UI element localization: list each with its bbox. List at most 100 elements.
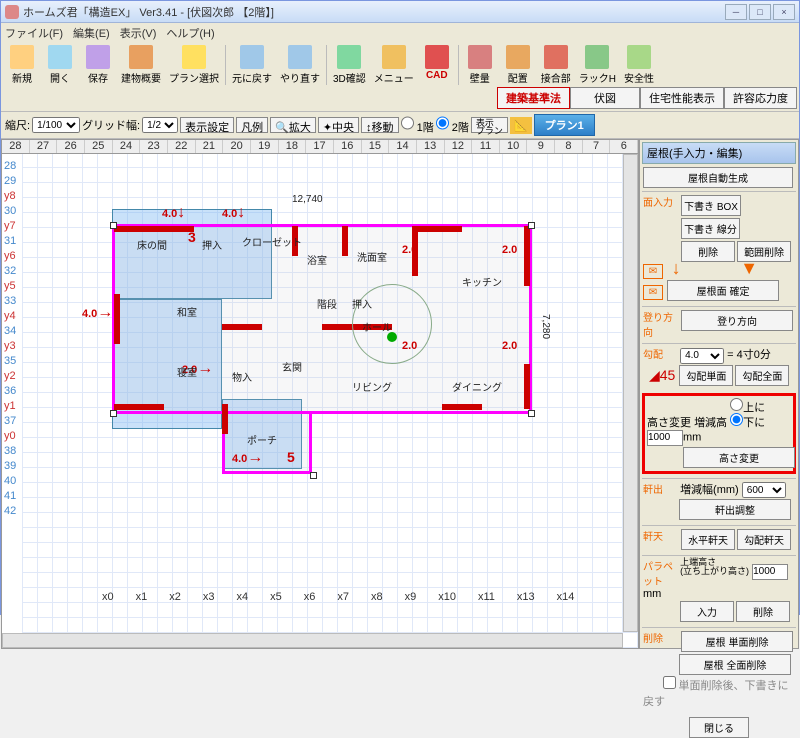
zoom-button[interactable]: 🔍拡大 (270, 117, 316, 133)
soffit-label: 軒天 (643, 528, 677, 543)
toolbar-元に戻す[interactable]: 元に戻す (228, 43, 276, 87)
red-dim: 2.0 (502, 340, 517, 352)
toolbar-プラン選択[interactable]: プラン選択 (165, 43, 223, 87)
room-label: 押入 (202, 237, 222, 252)
room-label: クローゼット (242, 234, 302, 249)
node[interactable] (528, 222, 535, 229)
arrow-down-icon: ▼ (739, 263, 759, 273)
height-input[interactable] (647, 430, 683, 446)
node[interactable] (110, 222, 117, 229)
toolbar-建物概要[interactable]: 建物概要 (117, 43, 165, 87)
room-label: 物入 (232, 369, 252, 384)
toolbar-壁量[interactable]: 壁量 (461, 43, 499, 87)
drawing-canvas[interactable]: 2827262524232221201918171615141312111098… (1, 139, 639, 649)
height-label: 高さ変更 (647, 417, 691, 429)
eave-select[interactable]: 600 (742, 482, 786, 498)
tab-伏図[interactable]: 伏図 (570, 87, 640, 109)
delete-button[interactable]: 削除 (681, 241, 735, 262)
eave-adjust-button[interactable]: 軒出調整 (679, 499, 791, 520)
grid-select[interactable]: 1/2 (142, 117, 178, 133)
down-radio[interactable]: 下に (730, 417, 765, 429)
maximize-button[interactable]: □ (749, 4, 771, 20)
parapet-input-button[interactable]: 入力 (680, 601, 734, 622)
menu-edit[interactable]: 編集(E) (73, 25, 110, 39)
slope-all-button[interactable]: 勾配全面 (735, 365, 789, 386)
parapet-input[interactable] (752, 564, 788, 580)
display-settings-button[interactable]: 表示設定 (180, 117, 234, 133)
display-plan-button[interactable]: 表示プラン (471, 117, 508, 133)
red-dim: 2.0 (502, 244, 517, 256)
toolbar-安全性[interactable]: 安全性 (620, 43, 658, 87)
slope-single-button[interactable]: 勾配単面 (679, 365, 733, 386)
height-change-button[interactable]: 高さ変更 (683, 447, 795, 468)
red-dim: 2.0 (402, 244, 417, 256)
draft-line-button[interactable]: 下書き 線分 (681, 218, 740, 239)
room-label: ホール (362, 319, 392, 334)
toolbar-配置[interactable]: 配置 (499, 43, 537, 87)
parapet-delete-button[interactable]: 削除 (736, 601, 790, 622)
red-dim: 4.0→ (82, 304, 113, 322)
roof-all-delete-button[interactable]: 屋根 全面削除 (679, 654, 791, 675)
floor2-radio[interactable]: 2階 (436, 115, 469, 135)
menu-help[interactable]: ヘルプ(H) (166, 25, 214, 39)
roof-single-delete-button[interactable]: 屋根 単面削除 (681, 631, 793, 652)
revert-checkbox[interactable]: 単面削除後、下書きに戻す (643, 681, 789, 707)
options-bar: 縮尺: 1/100 グリッド幅: 1/2 表示設定 凡例 🔍拡大 ✦中央 ↕移動… (1, 112, 799, 139)
menu-view[interactable]: 表示(V) (120, 25, 157, 39)
toolbar-ラックH[interactable]: ラックH (575, 43, 620, 87)
toolbar-メニュー[interactable]: メニュー (370, 43, 418, 87)
minimize-button[interactable]: ─ (725, 4, 747, 20)
height-section-highlight: 高さ変更 増減高 上に 下に mm 高さ変更 (642, 393, 796, 474)
roof-confirm-button[interactable]: 屋根面 確定 (667, 280, 779, 301)
wall (342, 226, 348, 256)
grid-label: グリッド幅: (82, 117, 140, 133)
toolbar-新規[interactable]: 新規 (3, 43, 41, 87)
draft-box-button[interactable]: 下書き BOX (681, 195, 741, 216)
ruler-horizontal: 2827262524232221201918171615141312111098… (2, 140, 638, 154)
toolbar-開く[interactable]: 開く (41, 43, 79, 87)
scale-select[interactable]: 1/100 (32, 117, 80, 133)
close-panel-button[interactable]: 閉じる (689, 717, 749, 738)
wall (524, 226, 530, 286)
close-button[interactable]: × (773, 4, 795, 20)
menu-file[interactable]: ファイル(F) (5, 25, 63, 39)
toolbar: 新規開く保存建物概要プラン選択元に戻すやり直す3D確認メニューCAD壁量配置接合… (1, 41, 799, 112)
envelope-open-icon: ✉ (643, 264, 663, 279)
toolbar-3D確認[interactable]: 3D確認 (329, 43, 370, 87)
toolbar-保存[interactable]: 保存 (79, 43, 117, 87)
red-dim: 3 (188, 229, 196, 245)
wall (114, 404, 164, 410)
tab-住宅性能表示[interactable]: 住宅性能表示 (640, 87, 724, 109)
floor-plan[interactable]: 12,740 7,280 4.0↓ 4.0↓ 4.0→ 3 2.0 2.0 2.… (92, 204, 532, 464)
room-label: 和室 (177, 304, 197, 319)
scrollbar-v[interactable] (623, 154, 638, 632)
toolbar-接合部[interactable]: 接合部 (537, 43, 575, 87)
room-label: 押入 (352, 296, 372, 311)
climb-direction-button[interactable]: 登り方向 (681, 310, 793, 331)
legend-button[interactable]: 凡例 (236, 117, 268, 133)
auto-roof-button[interactable]: 屋根自動生成 (643, 167, 793, 188)
node[interactable] (110, 410, 117, 417)
node[interactable] (528, 410, 535, 417)
tab-許容応力度[interactable]: 許容応力度 (724, 87, 797, 109)
move-button[interactable]: ↕移動 (361, 117, 399, 133)
center-button[interactable]: ✦中央 (318, 117, 359, 133)
eave-width-label: 増減幅(mm) (680, 484, 739, 496)
toolbar-CAD[interactable]: CAD (418, 43, 456, 87)
scrollbar-h[interactable] (2, 633, 623, 648)
slope-text: = 4寸0分 (727, 349, 771, 361)
horizontal-soffit-button[interactable]: 水平軒天 (681, 529, 735, 550)
room-label: 浴室 (307, 252, 327, 267)
floor1-radio[interactable]: 1階 (401, 115, 434, 135)
tab-建築基準法[interactable]: 建築基準法 (497, 87, 570, 109)
wall (114, 294, 120, 344)
climb-label: 登り方向 (643, 309, 677, 339)
slope-soffit-button[interactable]: 勾配軒天 (737, 529, 791, 550)
toolbar-やり直す[interactable]: やり直す (276, 43, 324, 87)
slope-select[interactable]: 4.0 (680, 348, 724, 364)
dim-width: 12,740 (292, 194, 323, 205)
plan1-button[interactable]: プラン1 (534, 114, 595, 136)
node[interactable] (310, 472, 317, 479)
plan-icon[interactable]: 📐 (510, 117, 532, 134)
slope-icon: ◢45 (649, 367, 675, 383)
